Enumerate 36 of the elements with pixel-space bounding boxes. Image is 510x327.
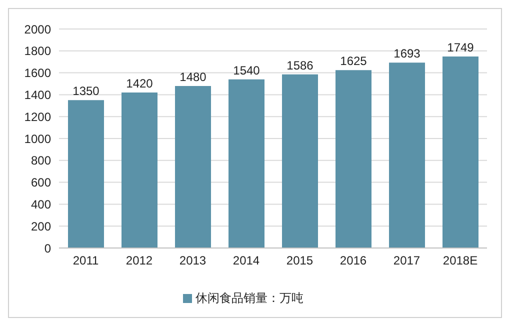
bar xyxy=(122,92,158,248)
y-tick-label: 1800 xyxy=(24,44,52,58)
bar xyxy=(228,79,264,248)
x-tick-label: 2015 xyxy=(286,254,314,268)
data-label: 1625 xyxy=(340,54,368,68)
data-label: 1540 xyxy=(233,63,260,78)
y-tick-label: 1000 xyxy=(24,132,52,146)
bar xyxy=(68,100,104,248)
bar xyxy=(282,74,318,248)
x-tick-label: 2011 xyxy=(72,254,99,268)
y-tick-label: 800 xyxy=(30,154,52,168)
y-tick-label: 2000 xyxy=(24,22,52,36)
x-tick-label: 2016 xyxy=(340,254,367,268)
y-tick-label: 200 xyxy=(30,219,52,234)
x-tick-label: 2017 xyxy=(393,254,420,268)
data-label: 1749 xyxy=(447,40,474,54)
data-label: 1586 xyxy=(286,58,314,72)
data-label: 1480 xyxy=(180,70,207,84)
x-tick-label: 2013 xyxy=(179,254,206,268)
y-tick-label: 1600 xyxy=(24,66,52,80)
bar xyxy=(389,62,425,248)
x-tick-label: 2012 xyxy=(126,254,153,268)
legend-label: 休闲食品销量：万吨 xyxy=(196,291,304,305)
data-label: 1420 xyxy=(126,76,154,91)
bar xyxy=(175,86,211,248)
y-tick-label: 400 xyxy=(30,197,52,212)
bar xyxy=(442,56,478,248)
y-tick-label: 0 xyxy=(44,241,52,256)
x-tick-label: 2018E xyxy=(442,254,478,268)
x-tick-label: 2014 xyxy=(232,254,260,268)
data-label: 1350 xyxy=(72,84,100,98)
y-tick-label: 1200 xyxy=(24,110,52,124)
y-tick-label: 1400 xyxy=(24,88,52,102)
bar xyxy=(336,70,372,248)
y-tick-label: 600 xyxy=(30,176,52,190)
data-label: 1693 xyxy=(394,46,421,61)
